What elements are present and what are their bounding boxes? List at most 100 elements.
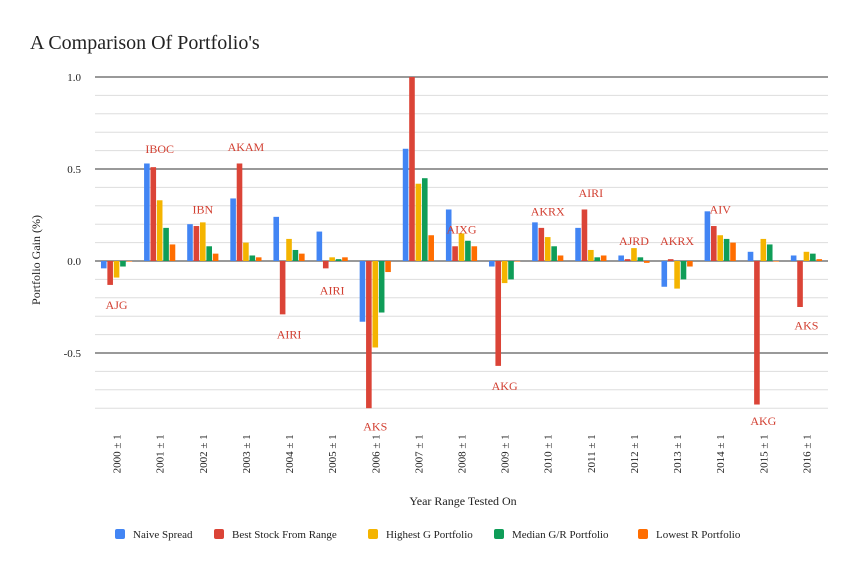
- bar: [378, 261, 385, 313]
- bar: [107, 261, 113, 285]
- bar: [199, 222, 206, 261]
- x-axis-ticks: 2000 ± 1 2001 ± 1 2002 ± 1 2003 ± 1 2004 ± 1…: [112, 434, 814, 473]
- bar: [243, 242, 249, 261]
- legend-swatch: [368, 529, 378, 539]
- annotation-label: AKG: [750, 414, 776, 428]
- x-tick-label: 2016 ± 1: [801, 434, 813, 473]
- bar: [661, 261, 668, 287]
- bar: [803, 251, 810, 261]
- bar: [335, 259, 342, 261]
- annotation-label: AKS: [363, 420, 387, 434]
- bar: [100, 261, 107, 269]
- bar: [760, 238, 767, 261]
- annotation-label: AJG: [106, 298, 128, 312]
- bar: [402, 148, 409, 261]
- bar: [329, 257, 335, 261]
- y-tick-label: -0.5: [64, 348, 82, 360]
- bar: [501, 261, 508, 284]
- bar: [680, 261, 687, 280]
- annotation-label: AIRI: [277, 328, 302, 342]
- annotation-label: AKG: [492, 379, 518, 393]
- bar: [279, 261, 286, 315]
- bar: [618, 255, 624, 261]
- bar: [495, 261, 502, 366]
- x-tick-label: 2012 ± 1: [629, 434, 641, 473]
- bar: [273, 216, 280, 261]
- bar: [212, 253, 219, 261]
- y-axis-label: Portfolio Gain (%): [29, 215, 43, 305]
- legend: Naive Spread Best Stock From Range Highest…: [115, 529, 741, 541]
- legend-label: Highest G Portfolio: [386, 529, 473, 541]
- bar: [790, 255, 797, 261]
- bar: [249, 255, 256, 261]
- annotation-label: AKRX: [660, 234, 694, 248]
- bars: [100, 77, 823, 409]
- bar: [292, 249, 299, 261]
- bar: [747, 251, 754, 261]
- chart-title: A Comparison Of Portfolio's: [30, 32, 260, 54]
- bar: [342, 257, 348, 261]
- bar: [797, 261, 803, 307]
- x-tick-label: 2014 ± 1: [715, 434, 727, 473]
- legend-swatch: [638, 529, 648, 539]
- bar: [816, 259, 823, 261]
- annotation-label: AKS: [794, 318, 818, 332]
- x-tick-label: 2007 ± 1: [413, 434, 425, 473]
- bar: [113, 261, 120, 278]
- annotation-label: IBOC: [145, 142, 174, 156]
- bar: [322, 261, 329, 269]
- bar: [150, 167, 157, 261]
- bar: [730, 242, 736, 261]
- bar: [687, 261, 693, 267]
- annotation-label: AIXG: [447, 223, 477, 237]
- bar: [126, 261, 133, 262]
- bar: [810, 253, 816, 261]
- annotations: AJG IBOC IBN AKAM AIRI AIRI AKS AIXG AKG AKRX AIRI…: [106, 140, 819, 434]
- bar: [458, 233, 465, 261]
- bar: [717, 235, 724, 261]
- bar: [409, 77, 415, 261]
- x-tick-label: 2008 ± 1: [457, 434, 469, 473]
- annotation-label: AJRD: [619, 234, 649, 248]
- bar: [359, 261, 366, 322]
- x-tick-label: 2011 ± 1: [586, 434, 598, 473]
- x-tick-label: 2009 ± 1: [500, 434, 512, 473]
- bar: [299, 253, 305, 261]
- bar: [581, 209, 588, 261]
- x-tick-label: 2004 ± 1: [284, 434, 296, 473]
- legend-swatch: [115, 529, 125, 539]
- bar: [637, 257, 644, 261]
- annotation-label: IBN: [192, 202, 213, 216]
- x-axis-label: Year Range Tested On: [409, 494, 516, 508]
- bar: [575, 227, 581, 261]
- annotation-label: AIRI: [579, 186, 604, 200]
- y-axis-ticks: 1.0 0.5 0.0 -0.5: [64, 72, 82, 360]
- bar: [544, 237, 551, 261]
- x-tick-label: 2000 ± 1: [112, 434, 124, 473]
- x-tick-label: 2003 ± 1: [241, 434, 253, 473]
- bar: [508, 261, 514, 280]
- bar: [156, 200, 163, 261]
- legend-label: Median G/R Portfolio: [512, 529, 609, 541]
- bar: [144, 163, 150, 261]
- bar: [120, 261, 126, 267]
- bar: [594, 257, 601, 261]
- bar: [316, 231, 323, 261]
- bar: [766, 244, 773, 261]
- x-tick-label: 2005 ± 1: [327, 434, 339, 473]
- annotation-label: AIV: [710, 202, 732, 216]
- bar: [445, 209, 452, 261]
- bar: [723, 238, 730, 261]
- bar: [193, 226, 200, 261]
- x-tick-label: 2002 ± 1: [198, 434, 210, 473]
- bar: [169, 244, 176, 261]
- x-tick-label: 2006 ± 1: [370, 434, 382, 473]
- bar: [643, 261, 650, 263]
- legend-swatch: [494, 529, 504, 539]
- x-tick-label: 2015 ± 1: [758, 434, 770, 473]
- annotation-label: AIRI: [320, 283, 345, 297]
- bar: [624, 259, 631, 261]
- x-tick-label: 2010 ± 1: [543, 434, 555, 473]
- bar: [600, 255, 607, 261]
